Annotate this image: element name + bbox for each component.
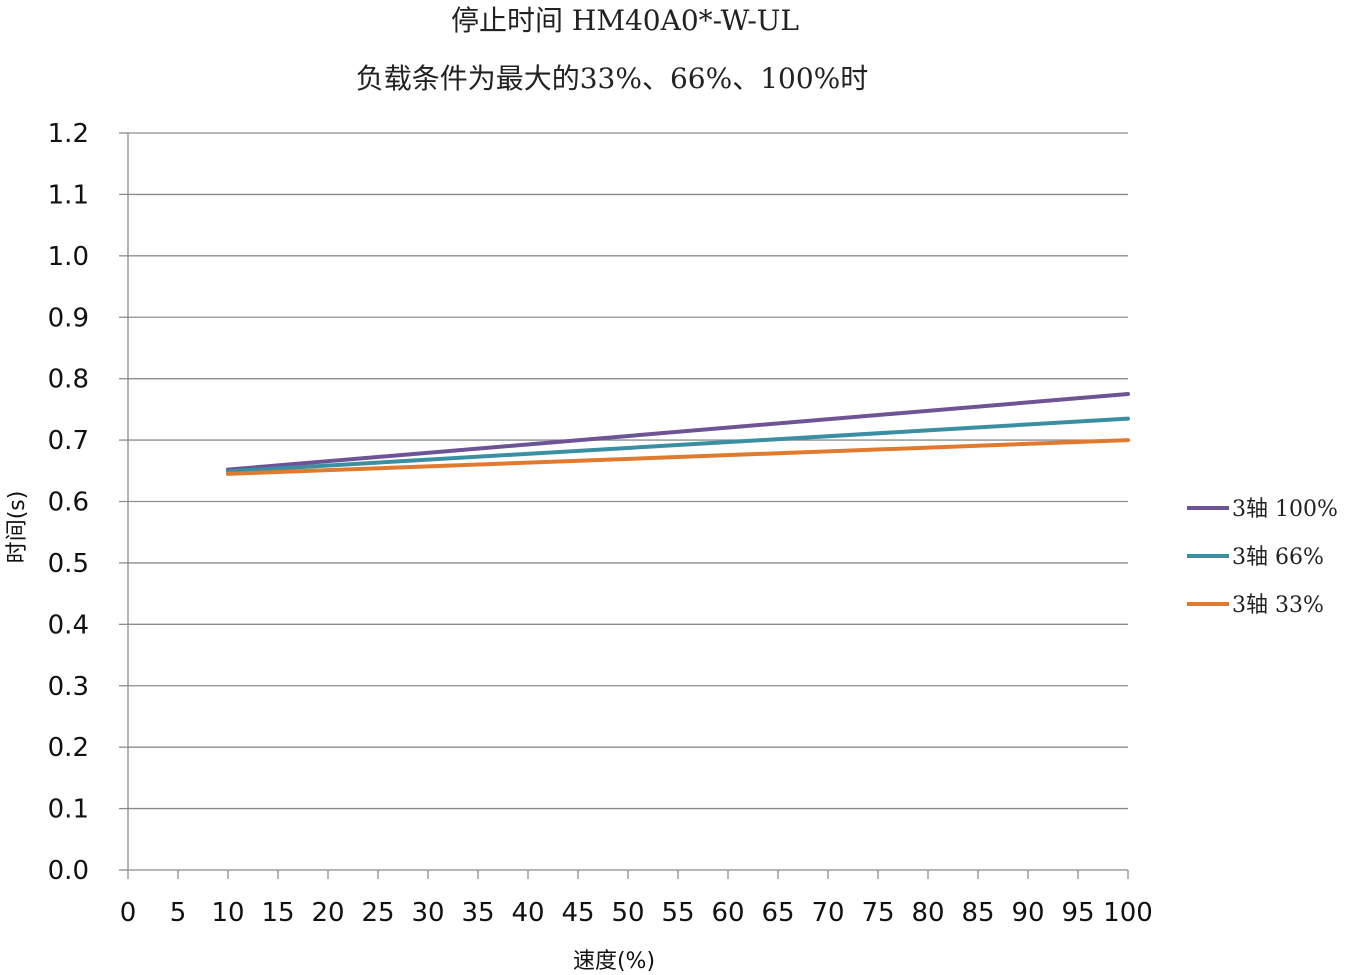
- y-tick-label: 0.0: [48, 856, 89, 886]
- x-tick-label: 45: [561, 898, 594, 928]
- legend-label-2: 3轴 66%: [1232, 545, 1324, 570]
- x-tick-label: 85: [961, 898, 994, 928]
- x-tick-label: 65: [761, 898, 794, 928]
- y-tick-label: 1.1: [48, 180, 89, 210]
- y-axis-label: 时间(s): [5, 491, 30, 564]
- legend-label-3: 3轴 33%: [1232, 593, 1324, 618]
- x-tick-label: 80: [911, 898, 944, 928]
- x-axis-ticks: 0 5 10 15 20 25 30 35 40 45 50 55 60 65 70 75 80 85 90 95 10…: [120, 898, 1153, 928]
- x-tick-label: 75: [861, 898, 894, 928]
- x-tick-label: 35: [461, 898, 494, 928]
- x-tick-label: 5: [170, 898, 187, 928]
- y-tick-label: 0.1: [48, 795, 89, 825]
- y-tick-label: 0.4: [48, 610, 89, 640]
- y-tick-label: 1.2: [48, 119, 89, 149]
- x-tick-label: 0: [120, 898, 137, 928]
- x-tick-label: 95: [1061, 898, 1094, 928]
- series-line-1: [226, 392, 1130, 472]
- x-tick-label: 30: [411, 898, 444, 928]
- y-tick-label: 0.9: [48, 303, 89, 333]
- x-tick-label: 50: [611, 898, 644, 928]
- x-tick-label: 55: [661, 898, 694, 928]
- x-tick-label: 25: [361, 898, 394, 928]
- y-tick-label: 1.0: [48, 242, 89, 272]
- x-tick-label: 90: [1011, 898, 1044, 928]
- y-tick-label: 0.6: [48, 488, 89, 518]
- y-tick-label: 0.8: [48, 365, 89, 395]
- x-tick-label: 70: [811, 898, 844, 928]
- y-tick-label: 0.3: [48, 672, 89, 702]
- y-tick-label: 0.5: [48, 549, 89, 579]
- data-series: [226, 392, 1130, 476]
- legend-label-1: 3轴 100%: [1232, 497, 1338, 522]
- axes: [119, 132, 1129, 879]
- y-tick-label: 0.7: [48, 426, 89, 456]
- x-tick-label: 10: [211, 898, 244, 928]
- chart-title: 停止时间 HM40A0*-W-UL: [451, 4, 799, 37]
- gridlines: [128, 132, 1128, 810]
- x-tick-label: 40: [511, 898, 544, 928]
- x-tick-label: 100: [1103, 898, 1153, 928]
- y-axis-ticks: 0.0 0.1 0.2 0.3 0.4 0.5 0.6 0.7 0.8 0.9 1.0 1.1 1.2: [48, 119, 89, 886]
- legend: 3轴 100% 3轴 66% 3轴 33%: [1187, 497, 1338, 618]
- series-line-2: [226, 416, 1130, 474]
- y-tick-label: 0.2: [48, 733, 89, 763]
- chart-subtitle: 负载条件为最大的33%、66%、100%时: [356, 62, 869, 95]
- x-tick-label: 20: [311, 898, 344, 928]
- series-line-3: [226, 438, 1130, 476]
- x-tick-label: 15: [261, 898, 294, 928]
- x-axis-label: 速度(%): [573, 949, 655, 974]
- x-tick-label: 60: [711, 898, 744, 928]
